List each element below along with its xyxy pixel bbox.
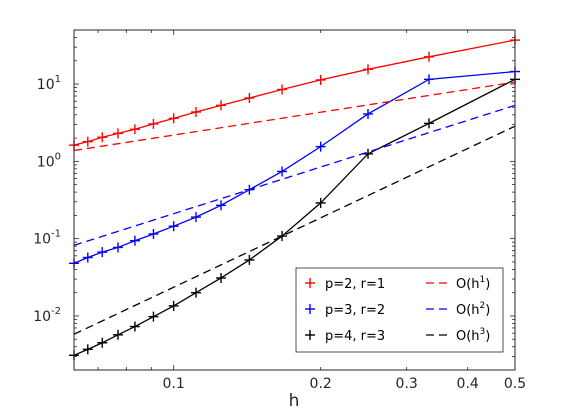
legend-label-0: p=2, r=1 — [325, 277, 385, 292]
x-tick-label-0: 0.1 — [163, 376, 185, 392]
series-2-point-4 — [129, 321, 140, 332]
series-2-point-1 — [82, 344, 93, 355]
series-1-point-4 — [129, 235, 140, 246]
series-1-point-5 — [148, 228, 159, 239]
legend-marker-4 — [305, 330, 315, 340]
series-0-point-13 — [423, 51, 434, 62]
legend-label-2: p=3, r=2 — [325, 303, 385, 318]
series-1-point-2 — [97, 247, 108, 258]
y-tick-label-3: 101 — [37, 74, 61, 93]
series-0-point-2 — [97, 132, 108, 143]
x-tick-label-4: 0.5 — [504, 376, 526, 392]
series-2-point-11 — [315, 197, 326, 208]
series-0-point-11 — [315, 74, 326, 85]
series-1-point-13 — [423, 74, 434, 85]
series-0-point-8 — [216, 100, 226, 111]
series-2-point-9 — [244, 254, 255, 265]
legend-marker-2 — [305, 304, 315, 314]
series-0-point-6 — [168, 113, 179, 124]
series-2-point-2 — [97, 337, 108, 348]
series-2-point-6 — [168, 300, 179, 311]
series-2-point-3 — [112, 329, 123, 340]
series-1-point-8 — [216, 200, 226, 211]
y-tick-label-1: 10-1 — [33, 229, 61, 248]
legend: p=2, r=1 O(h1) p=3, r=2 O(h2) p=4, r=3 O(h3) — [295, 267, 504, 353]
legend-marker-0 — [305, 278, 315, 288]
x-tick-label-2: 0.3 — [396, 376, 418, 392]
y-tick-label-0: 10-2 — [33, 306, 61, 325]
series-line-5 — [73, 125, 516, 335]
series-0-point-7 — [190, 106, 201, 117]
series-2-point-5 — [148, 311, 159, 322]
series-2-point-13 — [423, 118, 434, 129]
series-1-point-7 — [190, 212, 201, 223]
series-2-point-12 — [363, 148, 373, 159]
tick-layer: 0.1 0.2 0.3 0.4 0.5 10-2 10-1 100 101 — [33, 29, 526, 392]
series-line-3 — [73, 81, 516, 152]
series-1-point-3 — [112, 242, 123, 253]
series-0-point-4 — [129, 124, 140, 135]
legend-box — [295, 267, 504, 353]
x-tick-label-1: 0.2 — [310, 376, 332, 392]
y-tick-label-2: 100 — [37, 151, 61, 170]
series-0-point-1 — [82, 136, 93, 147]
series-2-point-10 — [277, 231, 288, 242]
legend-label-3: O(h2) — [456, 301, 490, 318]
x-tick-label-3: 0.4 — [457, 376, 479, 392]
series-0-point-5 — [148, 118, 159, 129]
series-1-point-12 — [363, 108, 373, 119]
legend-label-5: O(h3) — [456, 327, 490, 344]
series-1-point-1 — [82, 252, 93, 263]
series-1-point-11 — [315, 141, 326, 152]
series-2-point-8 — [216, 272, 226, 283]
legend-label-4: p=4, r=3 — [325, 329, 385, 344]
series-1-point-10 — [277, 166, 288, 177]
series-2-point-7 — [190, 287, 201, 298]
x-axis-label: h — [289, 391, 300, 411]
series-0-point-3 — [112, 128, 123, 139]
plot-box — [73, 29, 516, 371]
series-0-point-12 — [363, 64, 373, 75]
series-0-point-10 — [277, 84, 288, 95]
legend-label-1: O(h1) — [456, 275, 490, 292]
series-1-point-6 — [168, 221, 179, 232]
series-0-point-9 — [244, 92, 255, 103]
series-layer — [69, 35, 520, 361]
